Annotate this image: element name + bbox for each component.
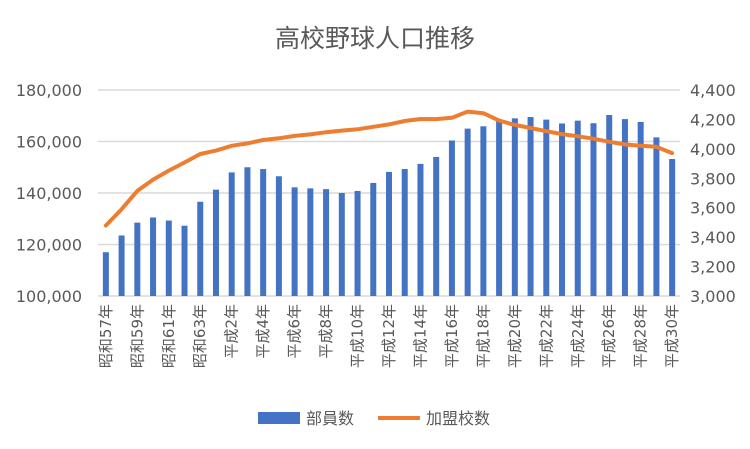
bar <box>102 252 109 296</box>
bar <box>307 188 314 296</box>
bar <box>354 190 361 296</box>
x-tick-label: 平成4年 <box>254 304 272 359</box>
bar <box>669 159 676 296</box>
y-left-tick-label: 100,000 <box>16 287 82 306</box>
bar <box>181 225 188 296</box>
y-right-tick-label: 4,400 <box>690 81 736 100</box>
legend-swatch-bar <box>258 412 300 424</box>
series-line <box>103 109 675 228</box>
x-tick-label: 平成18年 <box>474 304 492 368</box>
y-right-tick-label: 3,400 <box>690 228 736 247</box>
bar <box>212 189 219 296</box>
y-right-tick-label: 4,000 <box>690 140 736 159</box>
legend-label-members: 部員数 <box>306 409 354 428</box>
x-tick-label: 平成14年 <box>411 304 429 368</box>
x-tick-label: 昭和61年 <box>160 304 178 368</box>
bar <box>401 169 408 296</box>
x-tick-label: 平成20年 <box>506 304 524 368</box>
bar <box>527 117 534 296</box>
chart-title: 高校野球人口推移 <box>275 24 475 53</box>
bar <box>118 235 125 296</box>
bar <box>134 222 141 296</box>
bar <box>606 114 613 296</box>
bar <box>621 119 628 296</box>
x-tick-label: 平成12年 <box>380 304 398 368</box>
x-tick-label: 平成24年 <box>569 304 587 368</box>
bar <box>150 217 157 296</box>
bar <box>559 123 566 296</box>
bar <box>637 121 644 297</box>
bar <box>228 172 235 296</box>
bar <box>511 118 518 296</box>
bar <box>260 169 267 296</box>
y-right-tick-label: 4,200 <box>690 110 736 129</box>
y-right-tick-label: 3,200 <box>690 258 736 277</box>
x-tick-label: 平成30年 <box>663 304 681 368</box>
bar <box>291 187 298 296</box>
bar <box>590 123 597 296</box>
bar <box>338 193 345 296</box>
y-left-tick-label: 160,000 <box>16 133 82 152</box>
x-tick-label: 平成16年 <box>443 304 461 368</box>
bar <box>323 189 330 296</box>
bar <box>480 126 487 297</box>
x-tick-label: 平成28年 <box>632 304 650 368</box>
bar <box>417 163 424 296</box>
bar <box>433 156 440 296</box>
x-tick-label: 平成8年 <box>317 304 335 359</box>
bar <box>448 140 455 296</box>
x-tick-label: 平成2年 <box>223 304 241 359</box>
bar <box>370 182 377 296</box>
bar <box>464 128 471 296</box>
bar <box>244 167 251 296</box>
bar <box>165 220 172 296</box>
bar <box>653 137 660 296</box>
bar <box>574 120 581 296</box>
y-left-tick-label: 120,000 <box>16 236 82 255</box>
x-tick-label: 昭和63年 <box>191 304 209 368</box>
bar <box>197 201 204 296</box>
bar <box>543 119 550 296</box>
bar <box>496 119 503 297</box>
y-left-tick-label: 180,000 <box>16 81 82 100</box>
bar <box>386 171 392 296</box>
x-tick-label: 平成6年 <box>286 304 304 359</box>
legend-label-schools: 加盟校数 <box>426 409 490 428</box>
x-tick-label: 平成10年 <box>349 304 367 368</box>
x-tick-label: 昭和59年 <box>128 304 146 368</box>
y-left-tick-label: 140,000 <box>16 184 82 203</box>
y-right-tick-label: 3,600 <box>690 199 736 218</box>
y-right-tick-label: 3,800 <box>690 169 736 188</box>
legend: 部員数 加盟校数 <box>258 409 490 428</box>
y-right-tick-label: 3,000 <box>690 287 736 306</box>
x-tick-label: 平成26年 <box>600 304 618 368</box>
x-tick-label: 昭和57年 <box>97 304 115 368</box>
x-tick-label: 平成22年 <box>537 304 555 368</box>
bar <box>275 176 282 296</box>
